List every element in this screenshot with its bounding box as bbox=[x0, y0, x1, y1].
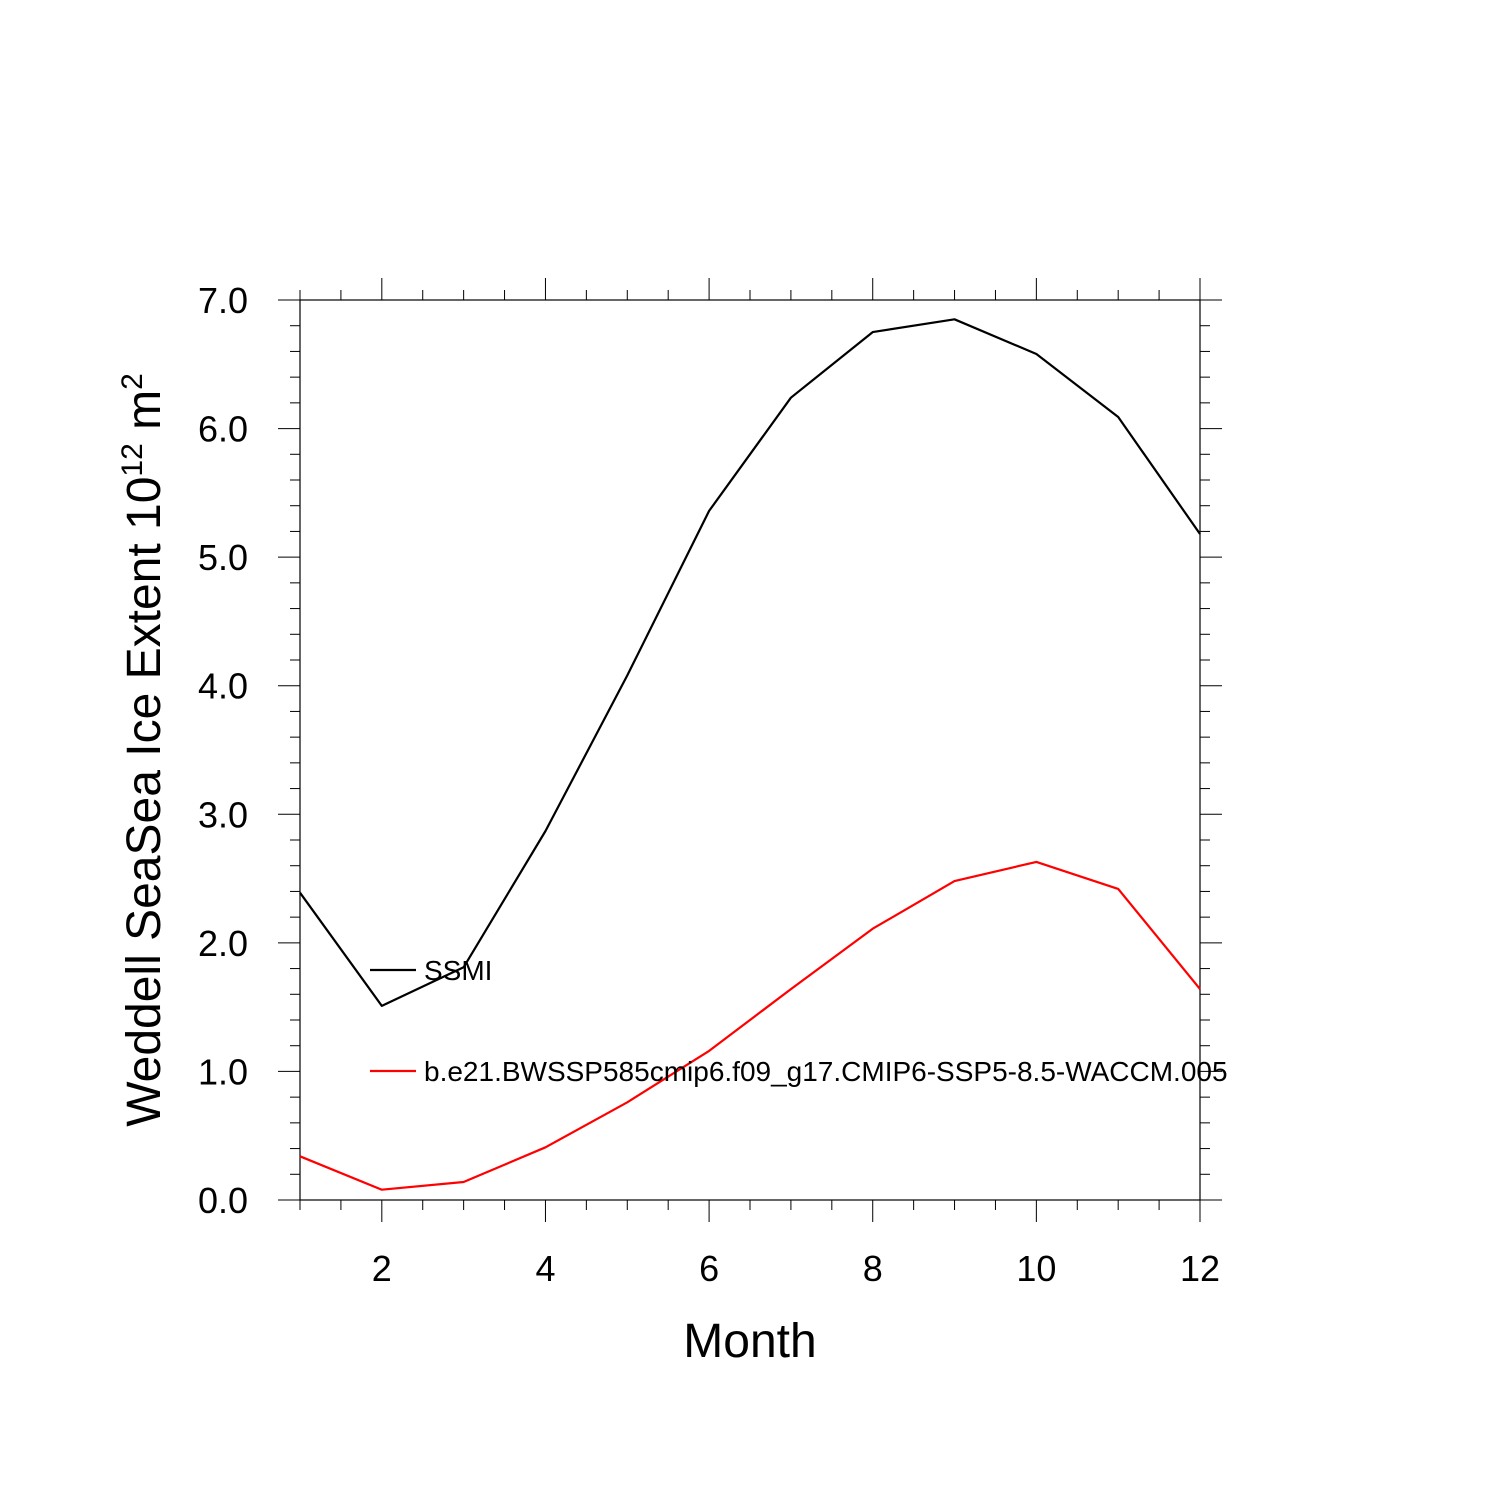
y-tick-label: 1.0 bbox=[198, 1051, 248, 1092]
x-tick-label: 8 bbox=[863, 1248, 883, 1289]
y-tick-label: 4.0 bbox=[198, 666, 248, 707]
x-tick-label: 12 bbox=[1180, 1248, 1220, 1289]
y-axis-title-sup-2: 2 bbox=[116, 373, 149, 390]
y-tick-label: 7.0 bbox=[198, 280, 248, 321]
series-lines bbox=[299, 318, 1201, 1191]
x-tick-label: 6 bbox=[699, 1248, 719, 1289]
y-tick-label: 2.0 bbox=[198, 923, 248, 964]
y-axis-title-text: Weddell SeaSea Ice Extent 10 bbox=[118, 477, 171, 1127]
y-axis-title: Weddell SeaSea Ice Extent 1012 m2 bbox=[116, 373, 171, 1127]
legend: SSMI b.e21.BWSSP585cmip6.f09_g17.CMIP6-SS… bbox=[370, 955, 1228, 1087]
y-tick-label: 5.0 bbox=[198, 537, 248, 578]
y-axis-title-sup-1: 12 bbox=[116, 443, 149, 476]
legend-label-0: SSMI bbox=[424, 955, 492, 986]
tick-labels: 2 4 6 8 10 12 0.0 1.0 2.0 3.0 4.0 5.0 6.0 7.0 bbox=[198, 280, 1220, 1289]
axis-ticks bbox=[278, 278, 1222, 1222]
y-axis-title-mid: m bbox=[118, 390, 171, 443]
x-tick-label: 10 bbox=[1016, 1248, 1056, 1289]
y-tick-label: 6.0 bbox=[198, 409, 248, 450]
legend-label-1: b.e21.BWSSP585cmip6.f09_g17.CMIP6-SSP5-8… bbox=[424, 1056, 1228, 1087]
x-axis-title: Month bbox=[683, 1315, 816, 1368]
y-tick-label: 0.0 bbox=[198, 1180, 248, 1221]
series-line-0 bbox=[299, 318, 1201, 1008]
x-tick-label: 2 bbox=[372, 1248, 392, 1289]
x-tick-label: 4 bbox=[535, 1248, 555, 1289]
y-tick-label: 3.0 bbox=[198, 794, 248, 835]
series-line-1 bbox=[299, 860, 1201, 1191]
